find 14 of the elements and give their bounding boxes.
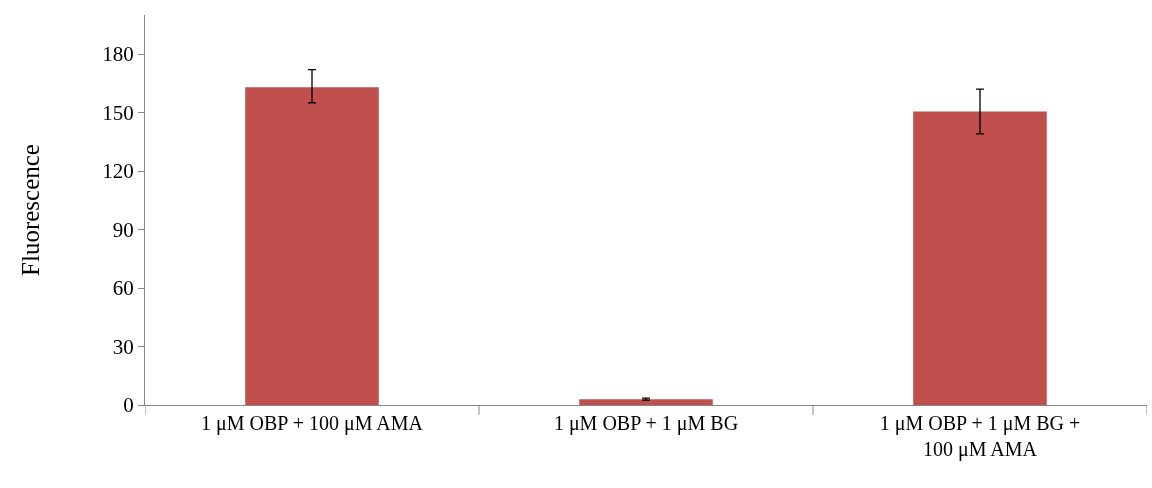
x-tick-label: 1 μM OBP + 100 μM AMA — [200, 412, 424, 435]
y-tick-label: 0 — [123, 393, 134, 418]
y-tick-label: 60 — [112, 276, 134, 301]
bar — [245, 87, 379, 405]
x-tick-label: 1 μM OBP + 1 μM BG — [553, 412, 739, 435]
x-tick-label: 1 μM OBP + 1 μM BG + 100 μM AMA — [879, 412, 1081, 461]
y-axis-title: Fluorescence — [17, 144, 45, 276]
y-tick-label: 120 — [102, 159, 134, 184]
bar — [913, 111, 1047, 405]
y-tick-label: 150 — [102, 100, 134, 125]
y-tick-label: 180 — [102, 42, 134, 67]
bar — [579, 399, 713, 405]
y-tick-label: 30 — [112, 334, 134, 359]
y-tick-label: 90 — [112, 217, 134, 242]
